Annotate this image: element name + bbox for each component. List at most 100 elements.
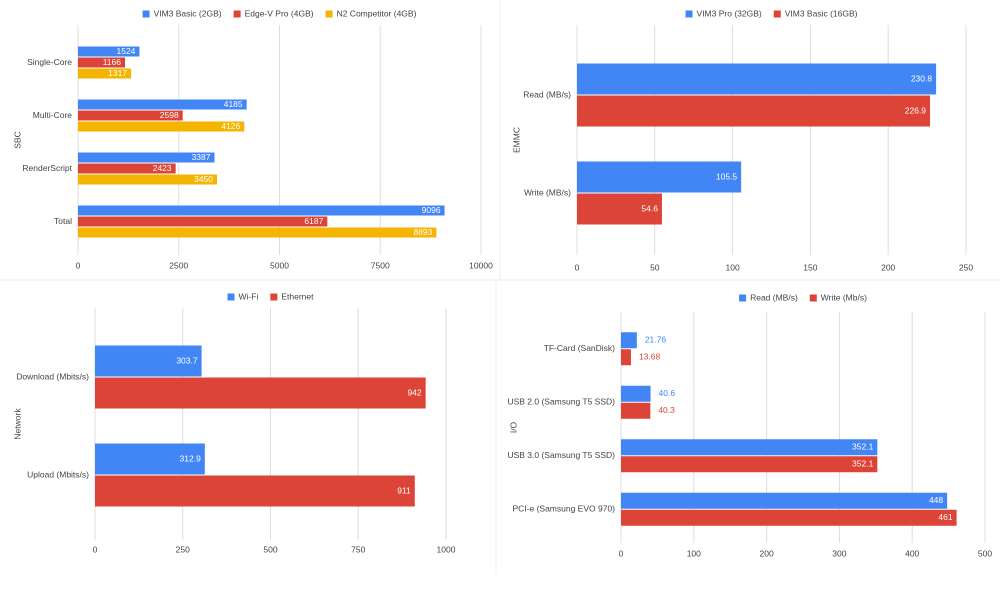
x-tick-label: 100 [726, 262, 740, 272]
legend-swatch [809, 294, 817, 302]
y-axis-title: EMMC [511, 127, 521, 153]
bar [78, 121, 245, 132]
x-tick-label: 0 [93, 544, 98, 554]
bar [78, 46, 140, 57]
data-label: 911 [397, 485, 411, 495]
bar [95, 475, 415, 507]
data-label: 461 [938, 512, 952, 522]
legend-label: Write (Mb/s) [821, 292, 867, 302]
legend-label: VIM3 Pro (32GB) [697, 8, 762, 18]
data-label: 1166 [103, 57, 122, 67]
category-label: USB 2.0 (Samsung T5 SSD) [507, 397, 615, 407]
bar [78, 163, 176, 174]
x-tick-label: 50 [650, 262, 660, 272]
legend-label: VIM3 Basic (2GB) [154, 8, 222, 18]
legend-swatch [773, 10, 781, 18]
bar [621, 385, 651, 402]
data-label: 4126 [221, 121, 240, 131]
data-label: 3450 [194, 174, 213, 184]
bar [95, 377, 426, 409]
data-label: 40.3 [658, 405, 675, 415]
data-label: 352.1 [852, 442, 874, 452]
data-label: 21.76 [645, 335, 667, 345]
y-axis-title: SBC [12, 131, 22, 148]
category-label: Multi-Core [33, 110, 72, 120]
bar [78, 227, 437, 238]
x-tick-label: 0 [619, 548, 624, 558]
data-label: 1524 [116, 46, 135, 56]
bar [621, 349, 631, 366]
legend-swatch [270, 293, 278, 301]
bar [621, 332, 637, 349]
x-tick-label: 0 [575, 262, 580, 272]
bar [577, 95, 931, 127]
data-label: 6187 [304, 216, 323, 226]
category-label: Total [54, 216, 72, 226]
category-label: RenderScript [22, 163, 72, 173]
legend-label: N2 Competitor (4GB) [337, 8, 417, 18]
data-label: 13.68 [639, 352, 661, 362]
legend-label: Ethernet [281, 291, 314, 301]
legend-swatch [325, 10, 333, 18]
data-label: 8893 [413, 227, 432, 237]
category-label: PCI-e (Samsung EVO 970) [512, 504, 615, 514]
category-label: Upload (Mbits/s) [27, 469, 89, 479]
data-label: 54.6 [641, 203, 658, 213]
bar [78, 152, 215, 163]
x-tick-label: 5000 [270, 260, 289, 270]
x-tick-label: 2500 [169, 260, 188, 270]
data-label: 230.8 [911, 73, 933, 83]
x-tick-label: 7500 [371, 260, 390, 270]
data-label: 312.9 [180, 453, 202, 463]
category-label: TF-Card (SanDisk) [544, 343, 615, 353]
x-tick-label: 100 [687, 548, 701, 558]
legend-label: Wi-Fi [239, 291, 259, 301]
bar [78, 99, 247, 110]
bar [577, 63, 937, 95]
x-tick-label: 10000 [469, 260, 493, 270]
data-label: 3387 [192, 152, 211, 162]
bar [78, 205, 445, 216]
y-axis-title: Network [12, 408, 22, 440]
bar [95, 345, 202, 377]
data-label: 9096 [422, 205, 441, 215]
data-label: 2598 [160, 110, 179, 120]
x-tick-label: 250 [176, 544, 190, 554]
category-label: Read (MB/s) [523, 89, 571, 99]
legend-swatch [685, 10, 693, 18]
bar [78, 174, 218, 185]
x-tick-label: 750 [351, 544, 365, 554]
data-label: 4185 [224, 99, 243, 109]
x-tick-label: 250 [959, 262, 973, 272]
legend-swatch [739, 294, 747, 302]
bar [577, 193, 662, 225]
data-label: 1317 [108, 68, 127, 78]
legend-label: VIM3 Basic (16GB) [785, 8, 858, 18]
x-tick-label: 500 [978, 548, 992, 558]
bar [78, 216, 328, 227]
bar [95, 443, 205, 475]
data-label: 448 [929, 495, 943, 505]
legend-swatch [233, 10, 241, 18]
x-tick-label: 1000 [437, 544, 456, 554]
x-tick-label: 500 [263, 544, 277, 554]
legend-swatch [227, 293, 235, 301]
data-label: 105.5 [716, 171, 738, 181]
y-axis-title: I/O [508, 421, 518, 433]
legend-label: Read (MB/s) [750, 292, 798, 302]
bar [621, 439, 878, 456]
legend-swatch [142, 10, 150, 18]
bar [78, 68, 132, 79]
x-tick-label: 200 [760, 548, 774, 558]
data-label: 303.7 [176, 355, 198, 365]
x-tick-label: 0 [76, 260, 81, 270]
bar [621, 509, 957, 526]
data-label: 2423 [153, 163, 172, 173]
data-label: 40.6 [659, 388, 676, 398]
category-label: Single-Core [27, 57, 72, 67]
data-label: 352.1 [852, 459, 874, 469]
bar [621, 456, 878, 473]
category-label: USB 3.0 (Samsung T5 SSD) [507, 450, 615, 460]
x-tick-label: 150 [803, 262, 817, 272]
